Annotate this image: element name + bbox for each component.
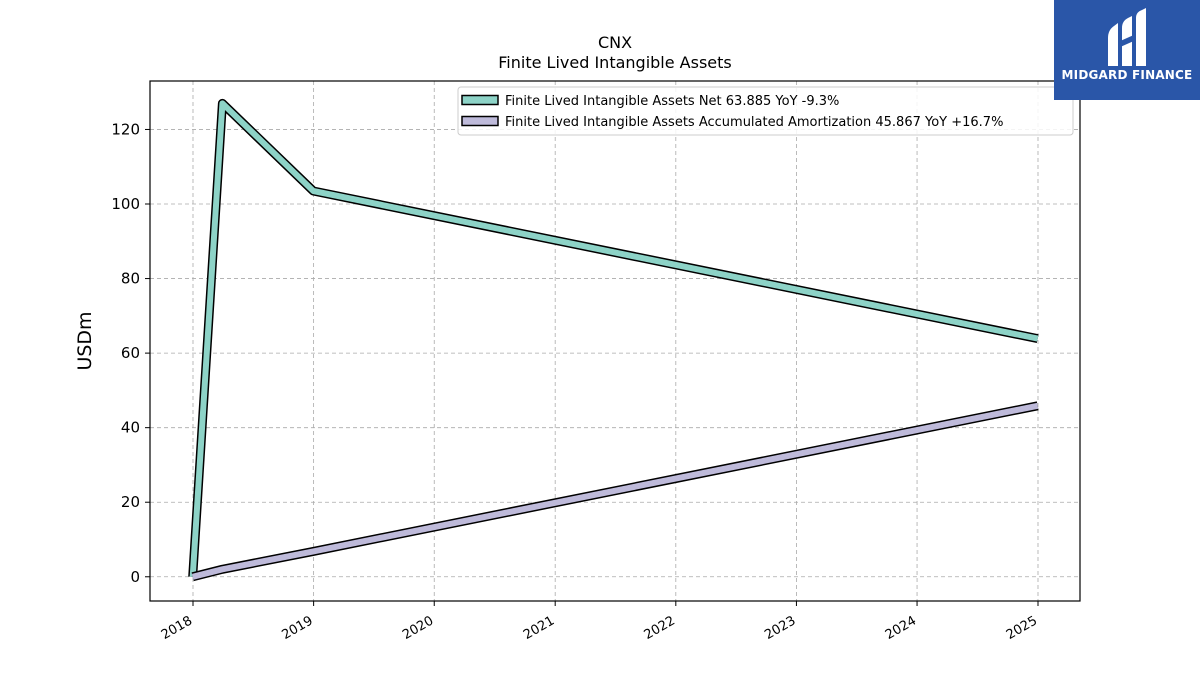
legend-box: [457, 86, 1074, 136]
y-tick-label: 120: [111, 120, 140, 138]
series-line-1: [189, 100, 1039, 577]
legend-swatch-1: [461, 94, 499, 106]
x-tick-label: 2021: [521, 613, 557, 643]
y-tick-label: 0: [130, 568, 140, 586]
x-tick-label: 2018: [159, 613, 195, 643]
series-outline-1: [188, 98, 1039, 578]
legend-label-2: Finite Lived Intangible Assets Accumulat…: [505, 115, 1003, 130]
series-lines: [188, 98, 1039, 582]
x-tick-label: 2023: [762, 613, 798, 643]
chart-title: CNX: [598, 33, 632, 52]
midgard-logo-icon: [1108, 8, 1146, 66]
x-tick-label: 2022: [642, 613, 678, 643]
chart-subtitle: Finite Lived Intangible Assets: [498, 53, 731, 72]
x-tick-label: 2020: [400, 613, 436, 643]
legend: Finite Lived Intangible Assets Net 63.88…: [457, 86, 1074, 136]
y-axis-label: USDm: [74, 311, 96, 370]
plot-frame: [149, 80, 1081, 602]
y-tick-label: 80: [121, 270, 140, 288]
x-axis: 2018 2019 2020 2021 2022 2023 2024 2025: [159, 601, 1040, 643]
x-tick-label: 2019: [279, 613, 315, 643]
legend-swatch-2: [461, 115, 499, 127]
logo-text: MIDGARD FINANCE: [1061, 68, 1193, 82]
y-tick-label: 40: [121, 419, 140, 437]
legend-label-1: Finite Lived Intangible Assets Net 63.88…: [505, 94, 839, 109]
x-tick-label: 2025: [1004, 613, 1040, 643]
series-line-2: [191, 402, 1039, 580]
y-tick-label: 60: [121, 344, 140, 362]
y-tick-label: 100: [111, 195, 140, 213]
y-axis: 0 20 40 60 80 100 120: [111, 120, 150, 586]
x-tick-label: 2024: [883, 613, 919, 643]
midgard-finance-logo: MIDGARD FINANCE: [1054, 0, 1200, 100]
grid: [150, 81, 1080, 601]
y-tick-label: 20: [121, 493, 140, 511]
